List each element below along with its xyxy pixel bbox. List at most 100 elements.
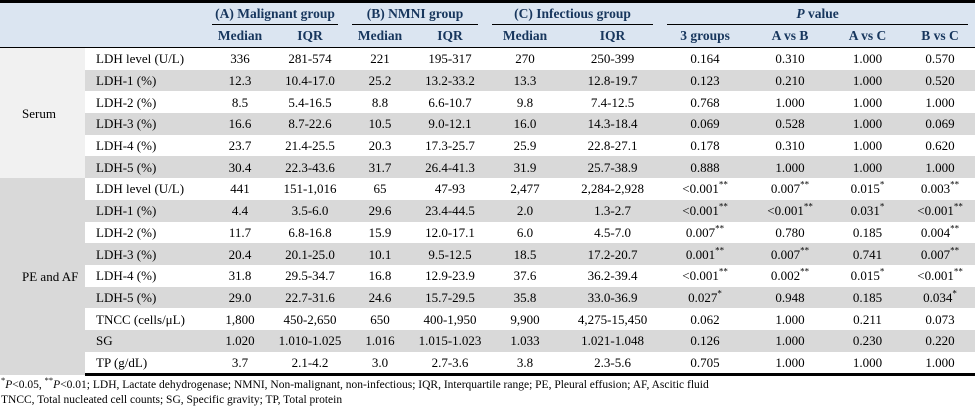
value-cell: 23.4-44.5: [415, 199, 486, 222]
subheader-row: Median IQR Median IQR Median IQR 3 groups A vs …: [0, 25, 975, 48]
value-cell: 0.073: [925, 311, 955, 327]
footnote-segment: P: [53, 379, 61, 392]
value-cell: <0.001**: [750, 199, 831, 222]
table-row-serum-ldh-5: LDH-5 (%) 30.4 22.3-43.6 31.7 26.4-41.3 31.9 2…: [0, 156, 975, 179]
value-cell: 25.9: [513, 138, 537, 154]
value-cell: 12.8-19.7: [565, 69, 661, 92]
value-cell: 0.520: [905, 69, 975, 92]
value-cell: 3.8: [485, 351, 566, 377]
value-cell: 22.8-27.1: [587, 138, 638, 154]
value-cell: <0.001**: [682, 266, 728, 284]
value-cell: 30.4: [205, 156, 275, 179]
value-cell: 13.2-33.2: [415, 69, 486, 92]
group-header-label: (A) Malignant group: [212, 4, 339, 25]
table-row-serum-ldh-1: LDH-1 (%) 12.3 10.4-17.0 25.2 13.2-33.2 13.3 1…: [0, 69, 975, 92]
value-cell: 13.3: [485, 69, 566, 92]
value-cell: <0.001**: [905, 199, 975, 222]
value-cell: 1.000: [852, 138, 883, 154]
significance-asterisk: **: [950, 180, 960, 191]
significance-asterisk: *: [879, 201, 885, 212]
table-row-pe-and-af-tncc-cells-l: TNCC (cells/μL) 1,800 450-2,650 650 400-1,95…: [0, 308, 975, 330]
significance-asterisk: **: [718, 201, 728, 212]
value-cell: 47-93: [434, 181, 466, 197]
parameter-label: LDH-2 (%): [96, 224, 157, 240]
value-cell: 0.888: [660, 156, 751, 179]
value-cell: 1.000: [775, 94, 805, 110]
value-cell: 25.2: [345, 69, 416, 92]
parameter-label: LDH-2 (%): [96, 94, 157, 110]
value-cell: 450-2,650: [283, 311, 337, 327]
value-cell: 650: [370, 311, 390, 327]
value-cell: 0.164: [690, 51, 720, 67]
table-row-pe-and-af-ldh-4: LDH-4 (%) 31.8 29.5-34.7 16.8 12.9-23.9 37.6 3…: [0, 265, 975, 287]
value-cell: 4,275-15,450: [577, 311, 648, 327]
value-cell: 11.7: [228, 224, 252, 240]
value-cell: 0.007**: [685, 223, 725, 240]
value-cell: 151-1,016: [283, 181, 337, 197]
value-cell: 1.000: [830, 156, 906, 179]
value-cell: 1.016: [345, 329, 416, 352]
significance-asterisk: **: [715, 245, 725, 256]
table-row-serum-ldh-4: LDH-4 (%) 23.7 21.4-25.5 20.3 17.3-25.7 25.9 2…: [0, 135, 975, 157]
table-row-serum-ldh-level-u-l: Serum LDH level (U/L) 336 281-574 221 195-317…: [0, 47, 975, 179]
value-cell: 0.126: [660, 329, 751, 352]
footnote-line-1: *P<0.05, **P<0.01; LDH, Lactate dehydrog…: [1, 375, 973, 393]
value-cell: 0.062: [690, 311, 720, 327]
significance-asterisk: **: [950, 245, 960, 256]
value-cell: 6.0: [516, 224, 534, 240]
value-cell: 1.010-1.025: [275, 329, 346, 352]
value-cell: 3.0: [345, 351, 416, 377]
footnote-segment: *: [1, 375, 6, 386]
value-cell: 2.1-4.2: [275, 351, 346, 377]
value-cell: 1.020: [205, 329, 275, 352]
significance-asterisk: *: [717, 288, 722, 299]
value-cell: 1.000: [852, 51, 883, 67]
value-cell: 29.0: [205, 286, 275, 309]
footnote-segment: TNCC, Total nucleated cell counts; SG, S…: [1, 394, 343, 407]
value-cell: <0.001**: [660, 199, 751, 222]
value-cell: 195-317: [428, 51, 472, 67]
value-cell: 37.6: [513, 268, 537, 284]
value-cell: 65: [373, 181, 387, 197]
value-cell: 0.220: [905, 329, 975, 352]
value-cell: 1.000: [925, 94, 955, 110]
value-cell: 0.069: [905, 113, 975, 135]
value-cell: 221: [370, 51, 390, 67]
subheader-iqr: IQR: [275, 25, 346, 48]
table-row-pe-and-af-ldh-level-u-l: PE and AF LDH level (U/L) 441 151-1,016 65 47…: [0, 178, 975, 375]
value-cell: 20.1-25.0: [275, 243, 346, 265]
table-row-pe-and-af-ldh-3: LDH-3 (%) 20.4 20.1-25.0 10.1 9.5-12.5 18.5 17…: [0, 243, 975, 265]
value-cell: 0.185: [852, 224, 883, 240]
footnote-line-2: TNCC, Total nucleated cell counts; SG, S…: [1, 393, 973, 408]
value-cell: 0.031*: [830, 199, 906, 222]
value-cell: 0.310: [775, 51, 805, 67]
value-cell: 0.741: [830, 243, 906, 265]
subheader-median: Median: [345, 25, 416, 48]
corner-cell: [0, 1, 205, 48]
value-cell: 1.033: [485, 329, 566, 352]
value-cell: 0.768: [690, 94, 720, 110]
value-cell: 9.8: [516, 94, 534, 110]
parameter-label: LDH-1 (%): [85, 69, 205, 92]
value-cell: 0.123: [660, 69, 751, 92]
value-cell: 4.5-7.0: [594, 224, 631, 240]
value-cell: 9,900: [510, 311, 540, 327]
value-cell: 10.1: [345, 243, 416, 265]
value-cell: 12.9-23.9: [425, 268, 475, 284]
value-cell: 29.6: [345, 199, 416, 222]
value-cell: 6.6-10.7: [428, 94, 472, 110]
value-cell: 22.7-31.6: [275, 286, 346, 309]
value-cell: 8.8: [371, 94, 389, 110]
value-cell: 250-399: [590, 51, 635, 67]
value-cell: 0.002**: [770, 266, 810, 284]
value-cell: 20.3: [368, 138, 392, 154]
parameter-label: LDH level (U/L): [96, 51, 185, 67]
value-cell: 0.780: [775, 224, 805, 240]
parameter-label: TNCC (cells/μL): [96, 311, 185, 327]
value-cell: 21.4-25.5: [285, 138, 335, 154]
row-group-serum: Serum: [0, 47, 85, 179]
value-cell: 0.948: [750, 286, 831, 309]
significance-asterisk: *: [952, 288, 957, 299]
table-body: Serum LDH level (U/L) 336 281-574 221 195-317…: [0, 47, 975, 377]
